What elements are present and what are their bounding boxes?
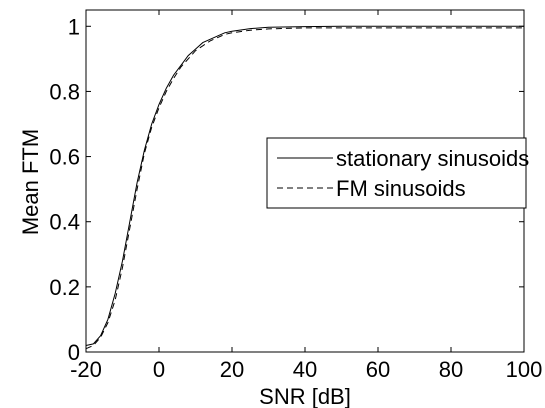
y-tick-label: 0.6 xyxy=(49,145,80,170)
y-tick-label: 0 xyxy=(68,340,80,365)
y-axis-ticks: 0 0.2 0.4 0.6 0.8 1 xyxy=(49,14,524,365)
x-axis-label: SNR [dB] xyxy=(259,384,351,408)
legend-label-stationary: stationary sinusoids xyxy=(336,146,529,171)
x-tick-label: -20 xyxy=(70,357,102,382)
x-tick-label: 80 xyxy=(439,357,463,382)
y-tick-label: 0.2 xyxy=(49,275,80,300)
x-tick-label: 40 xyxy=(293,357,317,382)
y-tick-label: 0.4 xyxy=(49,210,80,235)
legend-box xyxy=(266,137,527,209)
y-tick-label: 0.8 xyxy=(49,79,80,104)
legend-label-fm: FM sinusoids xyxy=(336,176,466,201)
x-tick-label: 60 xyxy=(366,357,390,382)
x-tick-label: 100 xyxy=(506,357,543,382)
y-axis-label: Mean FTM xyxy=(18,129,43,235)
x-tick-label: 0 xyxy=(153,357,165,382)
x-tick-label: 20 xyxy=(220,357,244,382)
series-group xyxy=(85,25,524,350)
x-axis-ticks: -20 0 20 40 60 80 100 xyxy=(70,10,542,382)
series-line-fm xyxy=(85,27,524,350)
legend: stationary sinusoids FM sinusoids xyxy=(266,137,529,209)
series-line-stationary xyxy=(85,25,524,346)
y-tick-label: 1 xyxy=(68,14,80,39)
